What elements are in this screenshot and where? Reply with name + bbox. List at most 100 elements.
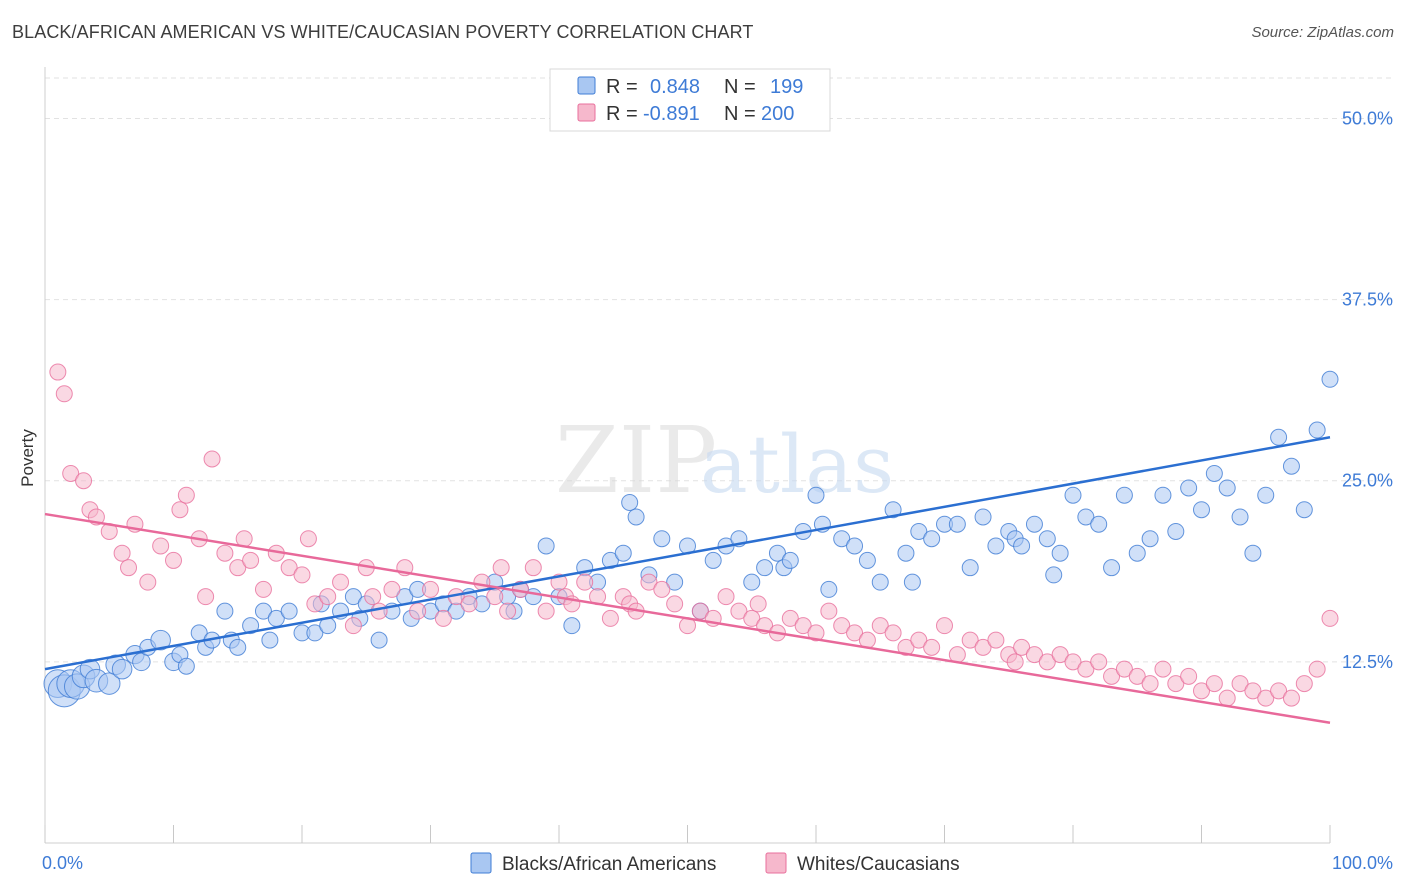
legend-n-value-pink: 200 bbox=[761, 103, 794, 125]
point-black bbox=[1282, 457, 1300, 475]
point-white bbox=[120, 559, 138, 577]
point-white bbox=[165, 551, 182, 569]
series-legend-label-pink: Whites/Caucasians bbox=[797, 854, 960, 875]
point-black bbox=[1257, 486, 1275, 504]
point-black bbox=[903, 573, 921, 591]
point-white bbox=[576, 573, 594, 591]
point-black bbox=[961, 559, 979, 577]
point-white bbox=[1193, 682, 1210, 700]
point-black bbox=[1205, 464, 1223, 482]
point-white bbox=[1270, 682, 1288, 700]
point-white bbox=[884, 624, 902, 642]
legend-n-label-blue: N = bbox=[724, 76, 756, 98]
point-white bbox=[280, 559, 298, 577]
point-white bbox=[1051, 646, 1069, 664]
point-white bbox=[409, 602, 427, 620]
point-white bbox=[1231, 675, 1249, 693]
point-white bbox=[364, 588, 382, 606]
point-black bbox=[111, 658, 133, 680]
point-white bbox=[171, 501, 189, 519]
point-black bbox=[177, 657, 195, 675]
point-black bbox=[216, 602, 234, 620]
point-white bbox=[1282, 689, 1300, 707]
point-black bbox=[1115, 486, 1133, 504]
trend-line-white bbox=[44, 512, 1331, 724]
x-tick-label: 0.0% bbox=[42, 853, 83, 873]
point-black bbox=[884, 501, 902, 519]
point-white bbox=[242, 551, 260, 569]
axes: 12.5% 25.0% 37.5% 50.0% 0.0% 100.0% bbox=[42, 67, 1393, 873]
point-black bbox=[948, 515, 966, 533]
point-white bbox=[216, 544, 234, 562]
point-white bbox=[197, 588, 215, 606]
point-white bbox=[1167, 675, 1185, 693]
point-black bbox=[1218, 479, 1236, 497]
point-white bbox=[499, 602, 517, 620]
watermark-zip: ZIP bbox=[555, 407, 717, 514]
point-black bbox=[563, 617, 581, 635]
point-white bbox=[974, 638, 992, 656]
point-white bbox=[370, 602, 388, 620]
point-white bbox=[987, 631, 1005, 649]
chart-source: Source: ZipAtlas.com bbox=[1251, 24, 1394, 41]
point-black bbox=[344, 588, 362, 606]
point-black bbox=[229, 638, 247, 656]
point-black bbox=[150, 629, 171, 651]
point-white bbox=[1064, 653, 1082, 671]
point-black bbox=[1270, 428, 1288, 446]
point-black bbox=[1167, 522, 1185, 540]
point-black bbox=[974, 508, 992, 526]
point-white bbox=[1308, 660, 1326, 678]
point-white bbox=[601, 609, 619, 627]
point-black bbox=[370, 631, 388, 649]
point-white bbox=[49, 363, 67, 381]
point-black bbox=[1244, 544, 1262, 562]
point-white bbox=[229, 559, 247, 577]
point-black bbox=[1141, 530, 1159, 548]
point-black bbox=[627, 508, 645, 526]
point-white bbox=[1218, 689, 1236, 707]
point-black bbox=[621, 493, 639, 511]
point-white bbox=[434, 609, 452, 627]
point-white bbox=[203, 450, 221, 468]
point-white bbox=[640, 573, 658, 591]
point-white bbox=[781, 609, 799, 627]
point-white bbox=[524, 559, 542, 577]
point-black bbox=[858, 551, 876, 569]
point-black bbox=[653, 530, 671, 548]
point-white bbox=[730, 602, 748, 620]
point-white bbox=[1244, 682, 1262, 700]
point-black bbox=[306, 624, 324, 642]
point-white bbox=[1103, 667, 1121, 685]
point-black bbox=[1051, 544, 1069, 562]
point-white bbox=[846, 624, 864, 642]
point-black bbox=[756, 559, 774, 577]
point-black bbox=[1013, 537, 1031, 555]
point-white bbox=[1090, 653, 1108, 671]
point-white bbox=[319, 588, 337, 606]
point-white bbox=[492, 559, 510, 577]
point-black bbox=[923, 530, 941, 548]
point-white bbox=[923, 638, 941, 656]
point-white bbox=[794, 617, 812, 635]
point-white bbox=[807, 624, 825, 642]
point-white bbox=[306, 595, 324, 613]
point-white bbox=[486, 588, 504, 606]
point-white bbox=[254, 580, 272, 598]
point-black bbox=[261, 631, 279, 649]
y-tick-label: 37.5% bbox=[1342, 290, 1393, 310]
legend-r-value-blue: 0.848 bbox=[650, 76, 700, 98]
legend-r-label-pink: R = bbox=[606, 103, 638, 125]
point-white bbox=[460, 595, 478, 613]
point-black bbox=[1090, 515, 1108, 533]
series-legend-swatch-blue bbox=[470, 852, 492, 874]
point-black bbox=[704, 551, 722, 569]
series-legend-swatch-pink bbox=[765, 852, 787, 874]
point-black bbox=[1308, 421, 1326, 439]
chart-title: BLACK/AFRICAN AMERICAN VS WHITE/CAUCASIA… bbox=[12, 22, 754, 42]
point-white bbox=[537, 602, 555, 620]
point-white bbox=[1321, 609, 1339, 627]
point-black bbox=[1038, 530, 1056, 548]
point-white bbox=[473, 573, 491, 591]
